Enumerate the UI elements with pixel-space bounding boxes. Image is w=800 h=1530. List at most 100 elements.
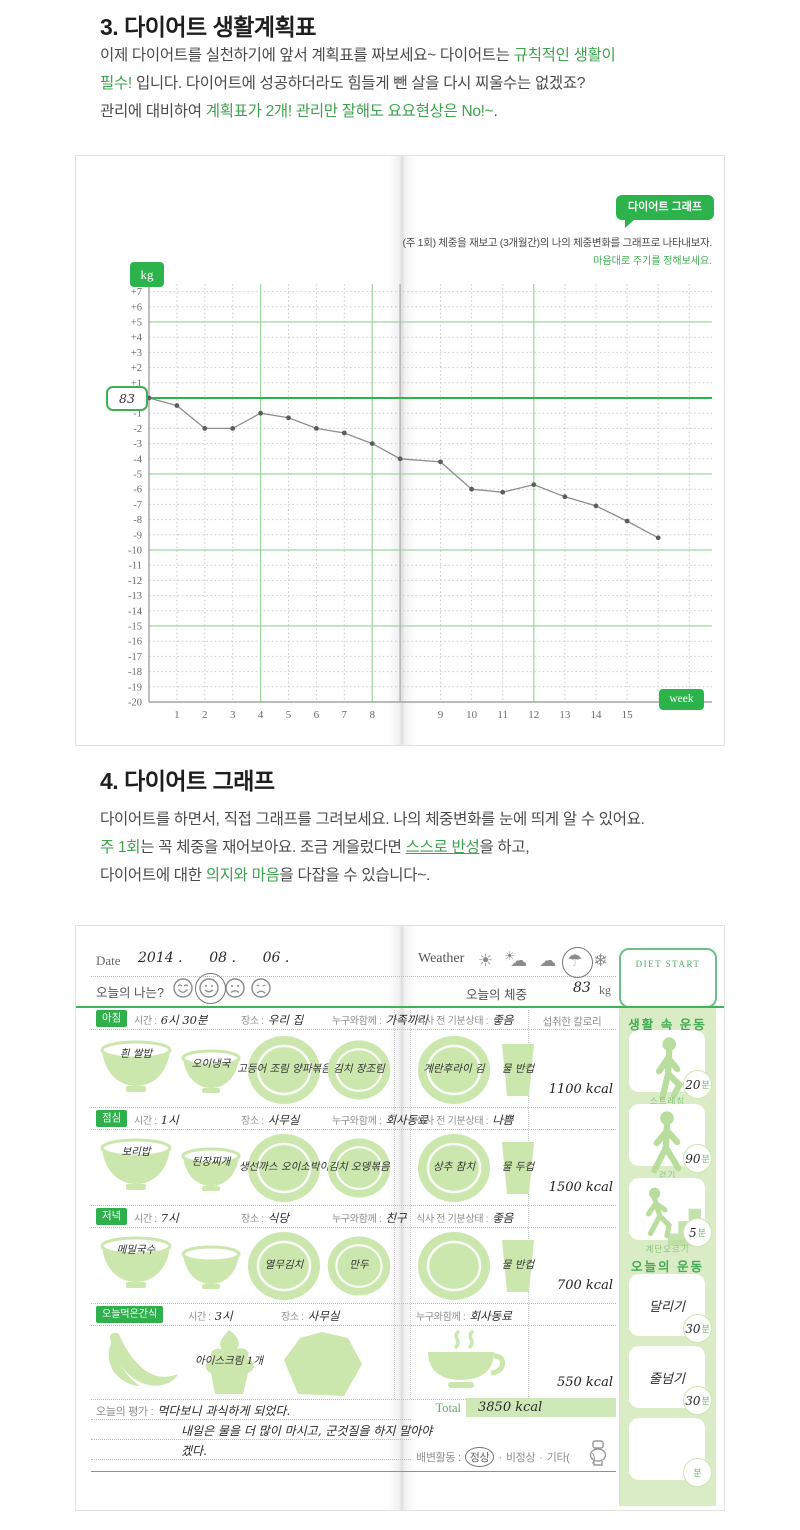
meal-place: 장소 : 사무실	[281, 1308, 340, 1324]
svg-text:+3: +3	[131, 348, 142, 359]
meal-kcal: 550 kcal	[556, 1375, 613, 1390]
kg-axis-badge: kg	[130, 262, 164, 287]
section3-paragraph: 이제 다이어트를 실천하기에 앞서 계획표를 짜보세요~ 다이어트는 규칙적인 …	[100, 42, 725, 126]
minutes-value: 5	[689, 1225, 697, 1240]
field-label: 장소 :	[281, 1312, 304, 1323]
svg-text:-8: -8	[133, 515, 142, 526]
text-run: 을 하고,	[479, 839, 530, 856]
svg-text:6: 6	[314, 709, 320, 721]
divider-dotted	[91, 976, 616, 977]
weight-value: 83	[573, 980, 591, 996]
field-label: 시간 :	[134, 1214, 157, 1225]
field-value: 좋음	[492, 1211, 514, 1225]
section4-line2: 주 1회는 꼭 체중을 재어보아요. 조금 게을렀다면 스스로 반성을 하고,	[100, 834, 740, 862]
food-label: 보리밥	[121, 1146, 151, 1158]
section4-heading: 4. 다이어트 그래프	[100, 768, 275, 794]
divider-dotted	[91, 1439, 411, 1440]
svg-text:+6: +6	[131, 302, 142, 313]
field-value: 나쁨	[492, 1113, 514, 1127]
food-item: 물 두컵	[500, 1140, 536, 1196]
food-item: 흰 쌀밥	[96, 1038, 176, 1096]
meal-kcal: 1500 kcal	[548, 1180, 613, 1195]
svg-text:+1: +1	[131, 378, 142, 389]
minutes-circle: 90 분	[683, 1144, 712, 1173]
bowel-label: 배변활동 :	[416, 1452, 461, 1464]
text-run: 다이어트에 대한	[100, 867, 206, 884]
food-item	[94, 1330, 182, 1394]
svg-text:1: 1	[174, 709, 180, 721]
field-label: 시간 :	[134, 1116, 157, 1127]
svg-text:-5: -5	[133, 470, 142, 481]
food-label	[268, 1330, 378, 1398]
food-label: 아이스크림 1개	[195, 1355, 263, 1368]
svg-text:8: 8	[369, 709, 375, 721]
minutes-value: 90	[685, 1151, 701, 1166]
minutes-unit: 분	[701, 1154, 710, 1164]
food-item	[282, 1330, 364, 1398]
bowel-option-etc: 기타( )	[546, 1452, 596, 1464]
svg-text:+2: +2	[131, 363, 142, 374]
chart-grid	[148, 284, 712, 703]
text-run: 을 다잡을 수 있습니다~.	[279, 867, 431, 884]
field-value: 사무실	[307, 1309, 340, 1323]
svg-text:5: 5	[286, 709, 292, 721]
section4-line3: 다이어트에 대한 의지와 마음을 다잡을 수 있습니다~.	[100, 862, 740, 890]
total-value: 3850 kcal	[478, 1400, 543, 1415]
field-value: 6시 30분	[160, 1013, 208, 1027]
svg-text:15: 15	[622, 709, 634, 721]
total-label: Total	[435, 1401, 461, 1415]
food-item: 고등어 조림 양파볶음	[237, 1034, 331, 1106]
food-label	[80, 1330, 196, 1394]
x-axis-labels: 1 2 3 4 5 6 7 8 9 10 11 12 13 14 15	[174, 709, 633, 721]
field-label: 누구와함께 :	[332, 1214, 382, 1225]
field-label: 누구와함께 :	[416, 1312, 466, 1323]
food-label: 흰 쌀밥	[119, 1048, 153, 1060]
field-label: 식사 전 기분상태 :	[416, 1214, 489, 1225]
exercise-header: 생활 속 운동	[628, 1018, 707, 1032]
cloud-icon: ☁	[539, 951, 557, 971]
section4-line1: 다이어트를 하면서, 직접 그래프를 그려보세요. 나의 체중변화를 눈에 띄게…	[100, 806, 740, 834]
svg-text:12: 12	[528, 709, 539, 721]
exercise-box-walking: 90 분	[629, 1104, 712, 1174]
field-label: 누구와함께 :	[332, 1116, 382, 1127]
bowel-option-abnormal: 비정상	[505, 1452, 536, 1464]
text-run-green: 규칙적인 생활이	[513, 47, 616, 64]
food-item	[418, 1330, 510, 1392]
svg-text:-1: -1	[133, 409, 142, 420]
field-value: 좋음	[492, 1013, 514, 1027]
svg-text:9: 9	[438, 709, 444, 721]
food-label: 된장찌개	[191, 1156, 231, 1168]
weather-label: Weather	[418, 951, 465, 966]
food-label: 메밀국수	[116, 1244, 156, 1256]
evaluation-label: 오늘의 평가 :	[96, 1406, 154, 1418]
evaluation-line: 먹다보니 과식하게 되었다.	[157, 1404, 291, 1418]
weight-points	[146, 395, 661, 541]
food-item	[416, 1230, 492, 1302]
field-value: 7시	[160, 1211, 179, 1225]
svg-text:+5: +5	[131, 318, 142, 329]
food-label: 열무김치	[264, 1259, 304, 1272]
bowel-row: 배변활동 : 정상 · 비정상 · 기타( )	[416, 1447, 595, 1467]
sad-face-icon	[250, 977, 272, 999]
section3-heading: 3. 다이어트 생활계획표	[100, 14, 316, 40]
grin-face-icon	[172, 977, 194, 999]
divider-dotted	[410, 1010, 411, 1399]
minutes-value: 30	[685, 1393, 701, 1408]
table-bottom-border	[91, 1471, 616, 1472]
mood-selection-circle	[195, 973, 226, 1004]
evaluation-row: 오늘의 평가 : 먹다보니 과식하게 되었다.	[96, 1402, 290, 1419]
svg-text:-19: -19	[128, 682, 142, 693]
food-item: 오이냉국	[180, 1048, 242, 1094]
text-run-green: 의지와 마음	[205, 867, 280, 884]
kcal-column-header: 섭취한 칼로리	[542, 1016, 602, 1028]
svg-text:-7: -7	[133, 500, 142, 511]
book-fold	[388, 926, 416, 1510]
header-separator	[76, 1006, 724, 1008]
meal-kcal: 1100 kcal	[548, 1082, 613, 1097]
minutes-circle: 30 분	[683, 1314, 712, 1343]
food-item: 열무김치	[246, 1230, 322, 1302]
food-label: 상추 참치	[433, 1161, 475, 1174]
food-item: 계란후라이 김	[416, 1034, 492, 1106]
minutes-unit: 분	[701, 1080, 710, 1090]
